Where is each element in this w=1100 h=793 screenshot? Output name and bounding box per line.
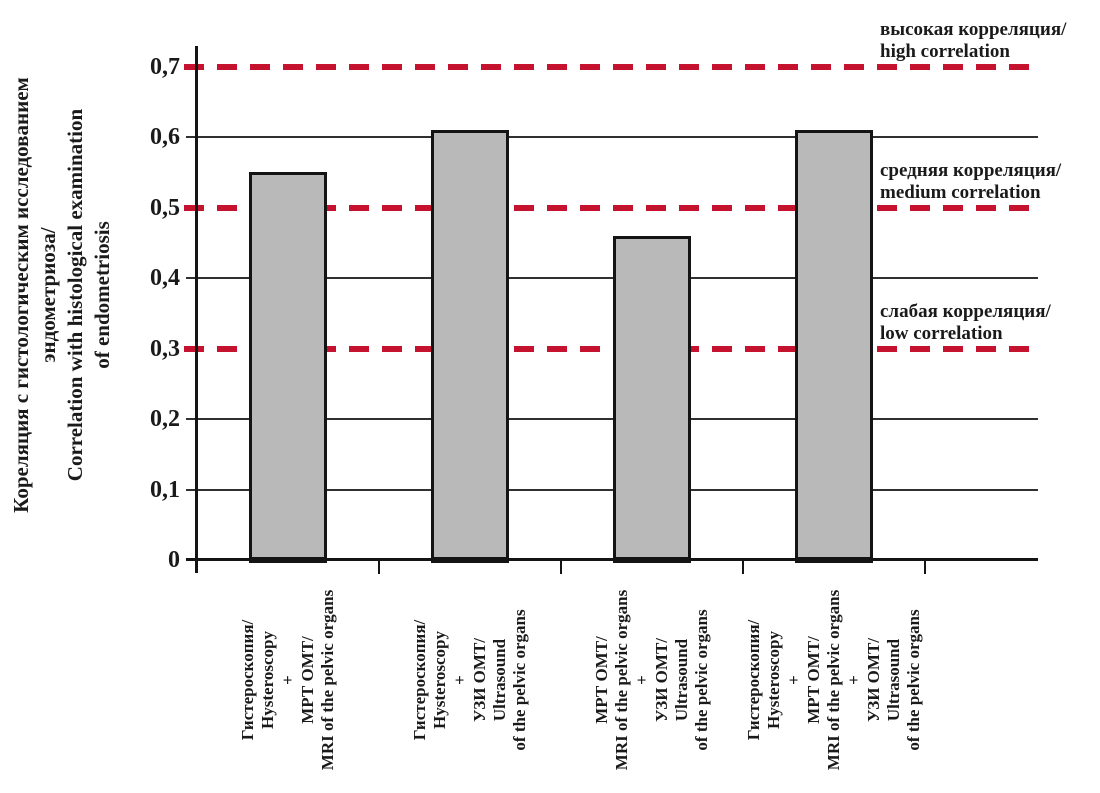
label-line: medium correlation [880, 181, 1041, 203]
reference-annotation: слабая корреляция/low correlation [880, 301, 1100, 345]
label-line: УЗИ ОМТ/ [652, 637, 671, 723]
label-line: высокая корреляция/ [880, 18, 1067, 40]
gridline [186, 136, 1038, 138]
y-tick-label: 0,5 [150, 194, 180, 221]
y-tick-label: 0,4 [150, 265, 180, 291]
label-line: high correlation [880, 40, 1011, 62]
label-line: of endometriosis [90, 221, 114, 369]
label-line: Hysteroscopy [430, 631, 449, 729]
reference-annotation: высокая корреляция/high correlation [880, 19, 1100, 63]
label-line: of the pelvic organs [904, 609, 923, 751]
label-line: Hysteroscopy [764, 631, 783, 729]
label-line: УЗИ ОМТ/ [864, 637, 883, 723]
x-category-label: Гистероскопия/Hysteroscopy + МРТ ОМТ/MRI o… [238, 571, 338, 789]
label-line: + [784, 675, 803, 685]
x-category-label: Гистероскопия/Hysteroscopy + УЗИ ОМТ/Ultra… [410, 571, 530, 789]
label-line: средняя корреляция/ [880, 159, 1062, 181]
label-line: УЗИ ОМТ/ [470, 637, 489, 723]
y-tick-label: 0 [168, 547, 180, 573]
label-line: of the pelvic organs [510, 609, 529, 751]
label-line: Гистероскопия/ [238, 619, 257, 741]
label-line: Кореляция с гистологическим исследование… [9, 77, 33, 513]
label-line: Correlation with histological examinatio… [63, 108, 87, 482]
y-tick-label: 0,6 [150, 124, 180, 150]
gridline [186, 277, 1038, 279]
bar [613, 235, 691, 563]
label-line: МРТ ОМТ/ [804, 636, 823, 724]
x-axis-tick [924, 561, 926, 574]
label-line: low correlation [880, 322, 1003, 344]
reference-line [184, 63, 1038, 70]
label-line: + [632, 675, 651, 685]
label-line: МРТ ОМТ/ [298, 636, 317, 724]
bar [431, 129, 509, 563]
gridline [186, 418, 1038, 420]
bar [795, 129, 873, 563]
x-axis-tick [560, 561, 562, 574]
y-tick-label: 0,1 [150, 476, 180, 503]
label-line: Гистероскопия/ [410, 619, 429, 741]
label-line: MRI of the pelvic organs [318, 589, 337, 771]
x-category-label: МРТ ОМТ/MRI of the pelvic organs + УЗИ ОМТ… [592, 571, 712, 789]
y-axis-title: Кореляция с гистологическим исследование… [8, 15, 116, 575]
label-line: of the pelvic organs [692, 609, 711, 751]
x-axis-tick [378, 561, 380, 574]
label-line: + [844, 675, 863, 685]
reference-line [184, 345, 1038, 352]
label-line: + [278, 675, 297, 685]
label-line: Ultrasound [490, 638, 509, 722]
x-axis-tick [742, 561, 744, 574]
reference-annotation: средняя корреляция/medium correlation [880, 160, 1100, 204]
label-line: Гистероскопия/ [744, 619, 763, 741]
label-line: Hysteroscopy [258, 631, 277, 729]
label-line: эндометриоза/ [36, 227, 60, 363]
y-tick-label: 0,3 [150, 335, 180, 362]
label-line: + [450, 675, 469, 685]
y-tick-label: 0,2 [150, 406, 180, 432]
reference-line [184, 204, 1038, 211]
label-line: Ultrasound [884, 638, 903, 722]
y-axis-line [195, 46, 198, 573]
gridline [186, 488, 1038, 491]
label-line: МРТ ОМТ/ [592, 636, 611, 724]
label-line: слабая корреляция/ [880, 300, 1051, 322]
x-category-label: Гистероскопия/Hysteroscopy + МРТ ОМТ/MRI o… [744, 571, 924, 789]
bar [249, 172, 327, 563]
y-tick-label: 0,7 [150, 53, 180, 80]
label-line: MRI of the pelvic organs [612, 589, 631, 771]
x-axis-line [186, 558, 1038, 561]
label-line: Ultrasound [672, 638, 691, 722]
label-line: MRI of the pelvic organs [824, 589, 843, 771]
